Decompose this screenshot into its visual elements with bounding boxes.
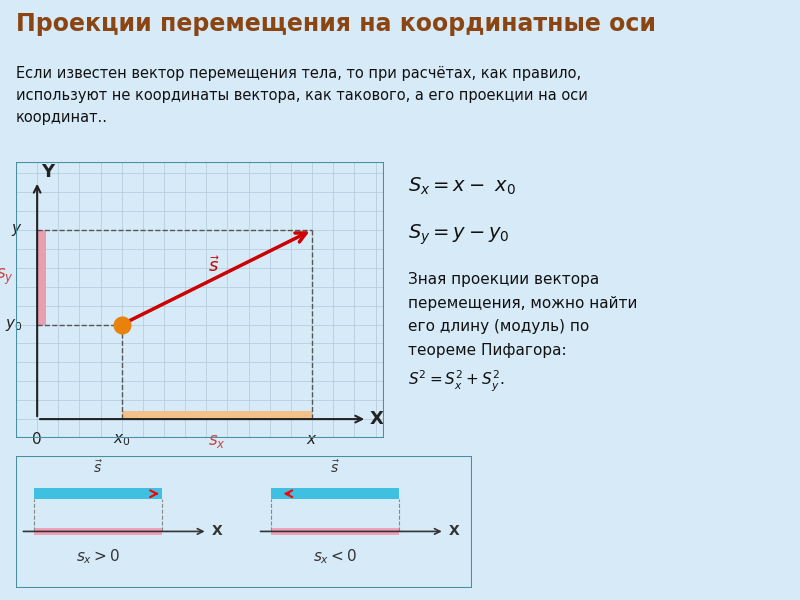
Text: X: X [369,410,383,428]
Text: $y$: $y$ [10,222,22,238]
Text: $s_x < 0$: $s_x < 0$ [313,548,358,566]
Text: $x_0$: $x_0$ [113,433,130,448]
Text: $\vec{s}$: $\vec{s}$ [330,460,340,476]
Text: $s_y$: $s_y$ [0,267,14,287]
Bar [271,488,399,499]
Text: X: X [450,524,460,538]
Text: $\vec{s}$: $\vec{s}$ [209,256,221,275]
Bar [122,411,312,419]
Text: $x$: $x$ [306,433,318,448]
Text: Если известен вектор перемещения тела, то при расчётах, как правило,
используют : Если известен вектор перемещения тела, т… [16,66,588,125]
Bar [34,528,162,535]
Text: 0: 0 [32,433,42,448]
Text: Зная проекции вектора
перемещения, можно найти
его длину (модуль) по
теореме Пиф: Зная проекции вектора перемещения, можно… [408,272,637,394]
Bar [34,488,162,499]
Text: Y: Y [42,163,54,181]
Bar [37,230,46,325]
Text: $y_0$: $y_0$ [5,317,22,332]
Text: $\vec{s}$: $\vec{s}$ [93,460,103,476]
Bar [271,528,399,535]
Text: Проекции перемещения на координатные оси: Проекции перемещения на координатные оси [16,12,656,36]
Text: $s_x > 0$: $s_x > 0$ [76,548,120,566]
Text: $S_y = y - y_0$: $S_y = y - y_0$ [408,223,510,247]
Text: $s_x$: $s_x$ [208,433,226,451]
Text: $S_x = x -\ x_0$: $S_x = x -\ x_0$ [408,176,516,197]
Text: X: X [212,524,223,538]
